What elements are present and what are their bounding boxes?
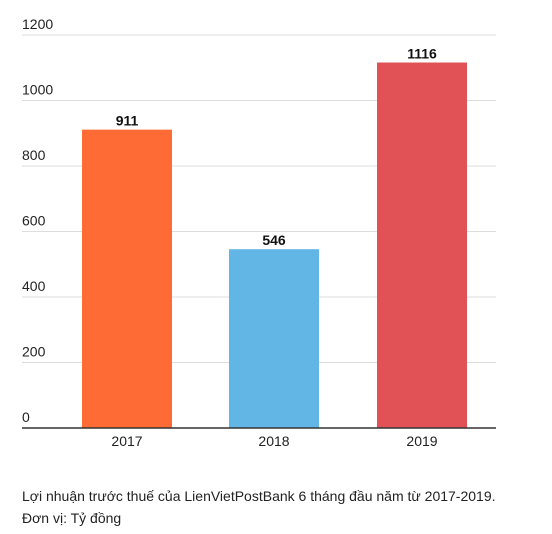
bar-2018	[229, 249, 319, 428]
bar-2019	[377, 62, 467, 428]
x-category-label: 2017	[111, 433, 142, 449]
data-labels: 911 546 1116	[116, 46, 437, 249]
data-label-2018: 546	[262, 232, 286, 248]
y-tick-label: 1200	[22, 16, 53, 32]
y-axis-ticks: 0 200 400 600 800 1000 1200	[22, 16, 53, 425]
y-tick-label: 800	[22, 147, 46, 163]
caption-title: Lợi nhuận trước thuế của LienVietPostBan…	[22, 488, 496, 504]
x-axis-categories: 2017 2018 2019	[111, 433, 437, 449]
y-tick-label: 1000	[22, 82, 53, 98]
chart-caption: Lợi nhuận trước thuế của LienVietPostBan…	[22, 485, 496, 529]
data-label-2017: 911	[116, 113, 139, 129]
bar-2017	[82, 129, 172, 428]
y-tick-label: 0	[22, 409, 30, 425]
bars	[82, 62, 467, 428]
y-tick-label: 600	[22, 213, 46, 229]
caption-unit: Đơn vị: Tỷ đồng	[22, 510, 122, 526]
data-label-2019: 1116	[407, 46, 437, 62]
y-tick-label: 200	[22, 344, 46, 360]
x-category-label: 2019	[406, 433, 437, 449]
x-category-label: 2018	[258, 433, 289, 449]
y-tick-label: 400	[22, 278, 46, 294]
